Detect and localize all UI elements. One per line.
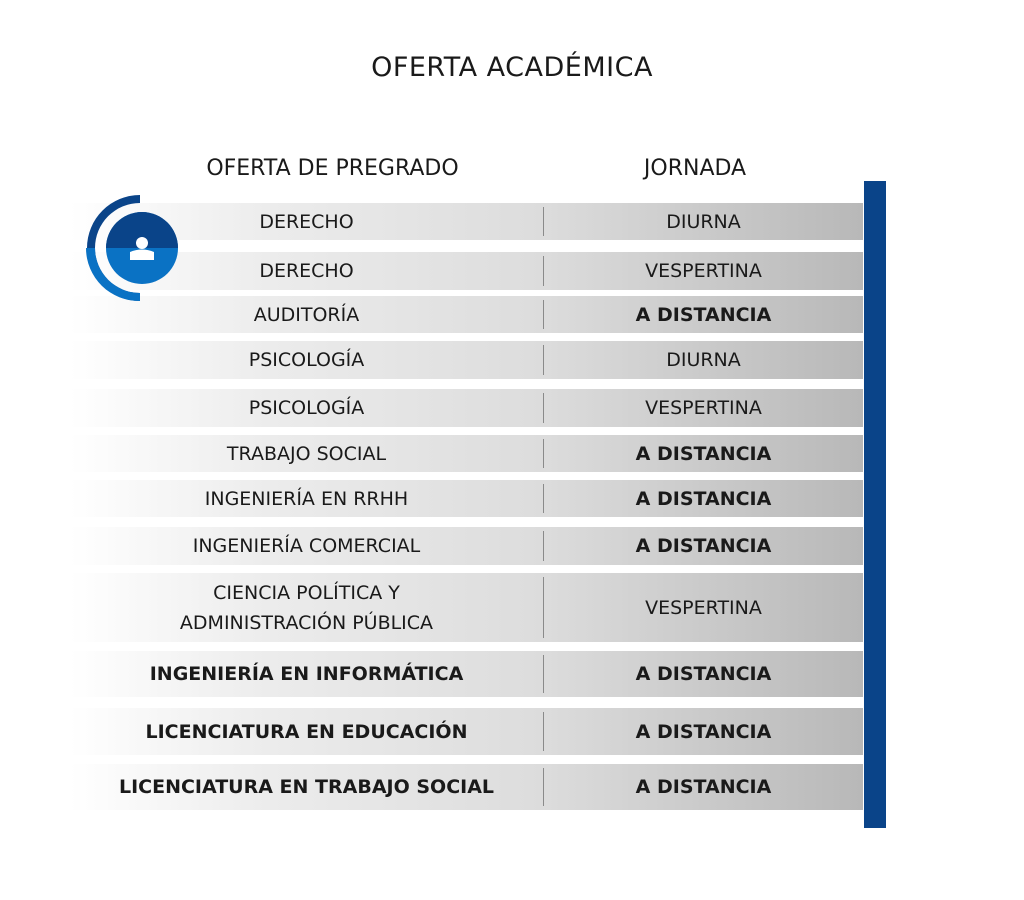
program-name: TRABAJO SOCIAL — [226, 442, 387, 465]
program-name: DERECHO — [259, 210, 354, 233]
schedule: A DISTANCIA — [635, 776, 772, 798]
header-program: OFERTA DE PREGRADO — [206, 156, 459, 181]
header-schedule: JORNADA — [643, 156, 747, 181]
page-title: OFERTA ACADÉMICA — [371, 52, 653, 83]
table-row: DERECHO VESPERTINA — [70, 252, 863, 290]
program-name: PSICOLOGÍA — [248, 349, 365, 371]
schedule: DIURNA — [666, 349, 741, 371]
schedule: A DISTANCIA — [635, 720, 772, 743]
schedule: A DISTANCIA — [635, 442, 772, 465]
column-divider — [543, 345, 544, 375]
table-row: INGENIERÍA COMERCIAL A DISTANCIA — [70, 527, 863, 565]
schedule: DIURNA — [666, 210, 741, 233]
column-divider — [543, 655, 544, 693]
table-row: DERECHO DIURNA — [70, 203, 863, 240]
column-divider — [543, 300, 544, 329]
program-name: PSICOLOGÍA — [248, 397, 365, 419]
table-row: PSICOLOGÍA DIURNA — [70, 341, 863, 379]
program-name: CIENCIA POLÍTICA Y ADMINISTRACIÓN PÚBLIC… — [179, 581, 434, 634]
column-divider — [543, 531, 544, 561]
schedule: VESPERTINA — [645, 397, 762, 419]
program-name: INGENIERÍA EN INFORMÁTICA — [149, 663, 464, 685]
column-divider — [543, 768, 544, 806]
program-name: LICENCIATURA EN EDUCACIÓN — [145, 720, 468, 743]
column-divider — [543, 207, 544, 236]
program-name: AUDITORÍA — [253, 303, 360, 326]
program-name: INGENIERÍA EN RRHH — [204, 487, 409, 510]
column-divider — [543, 712, 544, 751]
schedule: VESPERTINA — [645, 260, 762, 282]
table-row: PSICOLOGÍA VESPERTINA — [70, 389, 863, 427]
schedule: A DISTANCIA — [635, 487, 772, 510]
column-divider — [543, 439, 544, 468]
table-row: CIENCIA POLÍTICA Y ADMINISTRACIÓN PÚBLIC… — [70, 573, 863, 642]
accent-bar — [864, 181, 886, 828]
column-divider — [543, 393, 544, 423]
user-circle-icon — [86, 195, 178, 302]
table-row: AUDITORÍA A DISTANCIA — [70, 296, 863, 333]
schedule: A DISTANCIA — [635, 303, 772, 326]
schedule: A DISTANCIA — [635, 663, 772, 685]
table-row: LICENCIATURA EN EDUCACIÓN A DISTANCIA — [70, 708, 863, 755]
program-name: INGENIERÍA COMERCIAL — [192, 535, 421, 557]
table-row: LICENCIATURA EN TRABAJO SOCIAL A DISTANCI… — [70, 764, 863, 810]
column-divider — [543, 256, 544, 286]
column-divider — [543, 484, 544, 513]
table-row: INGENIERÍA EN RRHH A DISTANCIA — [70, 480, 863, 517]
program-name: LICENCIATURA EN TRABAJO SOCIAL — [118, 776, 495, 798]
table-row: TRABAJO SOCIAL A DISTANCIA — [70, 435, 863, 472]
schedule: VESPERTINA — [645, 596, 762, 619]
column-divider — [543, 577, 544, 638]
schedule: A DISTANCIA — [635, 535, 772, 557]
program-name: DERECHO — [259, 260, 354, 282]
table-row: INGENIERÍA EN INFORMÁTICA A DISTANCIA — [70, 651, 863, 697]
